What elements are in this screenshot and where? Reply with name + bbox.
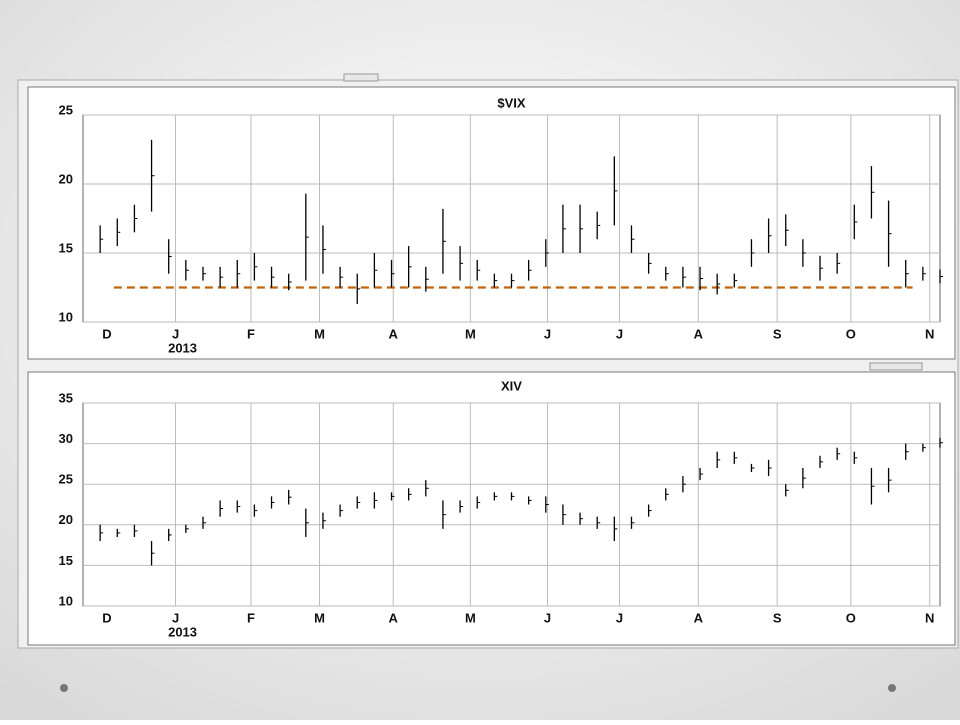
x-tick-label: J [172, 326, 179, 341]
year-label: 2013 [168, 624, 197, 639]
x-tick-label: M [314, 610, 325, 625]
y-tick-label: 15 [59, 240, 73, 255]
slide-dot [60, 684, 68, 692]
chart-title: XIV [501, 378, 522, 393]
y-tick-label: 15 [59, 553, 73, 568]
scroll-handle [869, 362, 923, 371]
x-tick-label: M [314, 326, 325, 341]
x-tick-label: A [389, 610, 399, 625]
x-tick-label: F [247, 326, 255, 341]
plot-area [82, 114, 941, 323]
x-tick-label: F [247, 610, 255, 625]
y-tick-label: 30 [59, 431, 73, 446]
x-tick-label: A [694, 326, 704, 341]
y-tick-label: 20 [59, 171, 73, 186]
slide-dot [888, 684, 896, 692]
x-tick-label: J [616, 610, 623, 625]
x-tick-label: M [465, 610, 476, 625]
x-tick-label: S [773, 326, 782, 341]
x-tick-label: S [773, 610, 782, 625]
x-tick-label: O [846, 326, 856, 341]
x-tick-label: J [544, 326, 551, 341]
x-tick-label: N [925, 610, 934, 625]
year-label: 2013 [168, 340, 197, 355]
x-tick-label: A [389, 326, 399, 341]
x-tick-label: D [102, 610, 111, 625]
x-tick-label: A [694, 610, 704, 625]
y-tick-label: 35 [59, 390, 73, 405]
x-tick-label: O [846, 610, 856, 625]
x-tick-label: M [465, 326, 476, 341]
x-tick-label: J [172, 610, 179, 625]
scroll-handle [343, 73, 379, 82]
y-tick-label: 20 [59, 512, 73, 527]
x-tick-label: D [102, 326, 111, 341]
y-tick-label: 25 [59, 472, 73, 487]
y-tick-label: 25 [59, 102, 73, 117]
x-tick-label: N [925, 326, 934, 341]
plot-area [82, 402, 941, 607]
x-tick-label: J [544, 610, 551, 625]
y-tick-label: 10 [59, 309, 73, 324]
x-tick-label: J [616, 326, 623, 341]
chart-title: $VIX [497, 95, 526, 110]
y-tick-label: 10 [59, 593, 73, 608]
